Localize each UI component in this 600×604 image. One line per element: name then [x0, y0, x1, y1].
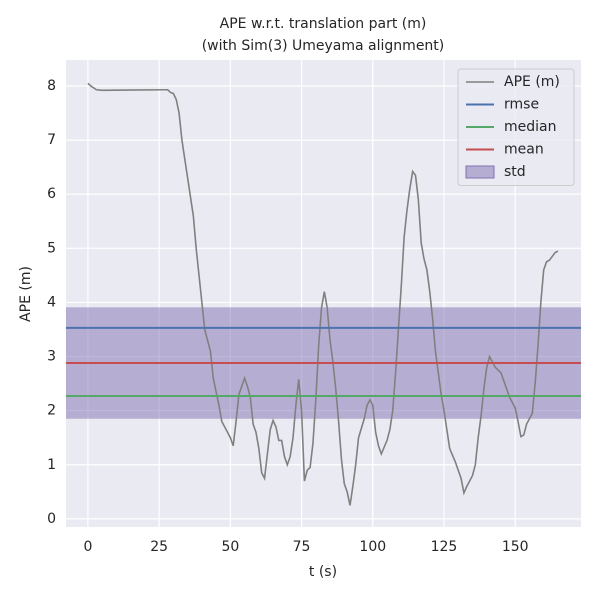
legend [457, 68, 575, 186]
x-tick-label: 100 [359, 539, 386, 555]
y-tick-label: 2 [47, 403, 56, 419]
ape-line [87, 82, 559, 506]
y-tick-label: 3 [47, 349, 56, 365]
y-tick-label: 1 [47, 457, 56, 473]
x-tick-label: 125 [431, 539, 458, 555]
y-tick-label: 4 [47, 294, 56, 310]
y-tick-label: 5 [47, 240, 56, 256]
legend-label: rmse [504, 97, 539, 113]
y-tick-label: 6 [47, 186, 56, 202]
chart-subtitle: (with Sim(3) Umeyama alignment) [202, 38, 445, 54]
chart-title: APE w.r.t. translation part (m) [220, 16, 427, 32]
legend-label: APE (m) [504, 74, 560, 90]
x-tick-label: 75 [293, 539, 311, 555]
x-tick-label: 50 [221, 539, 239, 555]
legend-label: std [504, 164, 526, 180]
y-tick-label: 7 [47, 132, 56, 148]
y-tick-label: 0 [47, 511, 56, 527]
x-axis-label: t (s) [309, 564, 337, 580]
legend-label: median [504, 119, 556, 135]
y-tick-label: 8 [47, 78, 56, 94]
legend-label: mean [504, 142, 544, 158]
legend-swatch [465, 165, 495, 179]
x-tick-label: 0 [83, 539, 92, 555]
y-axis-label: APE (m) [18, 266, 34, 322]
x-tick-label: 150 [502, 539, 529, 555]
x-tick-label: 25 [150, 539, 168, 555]
